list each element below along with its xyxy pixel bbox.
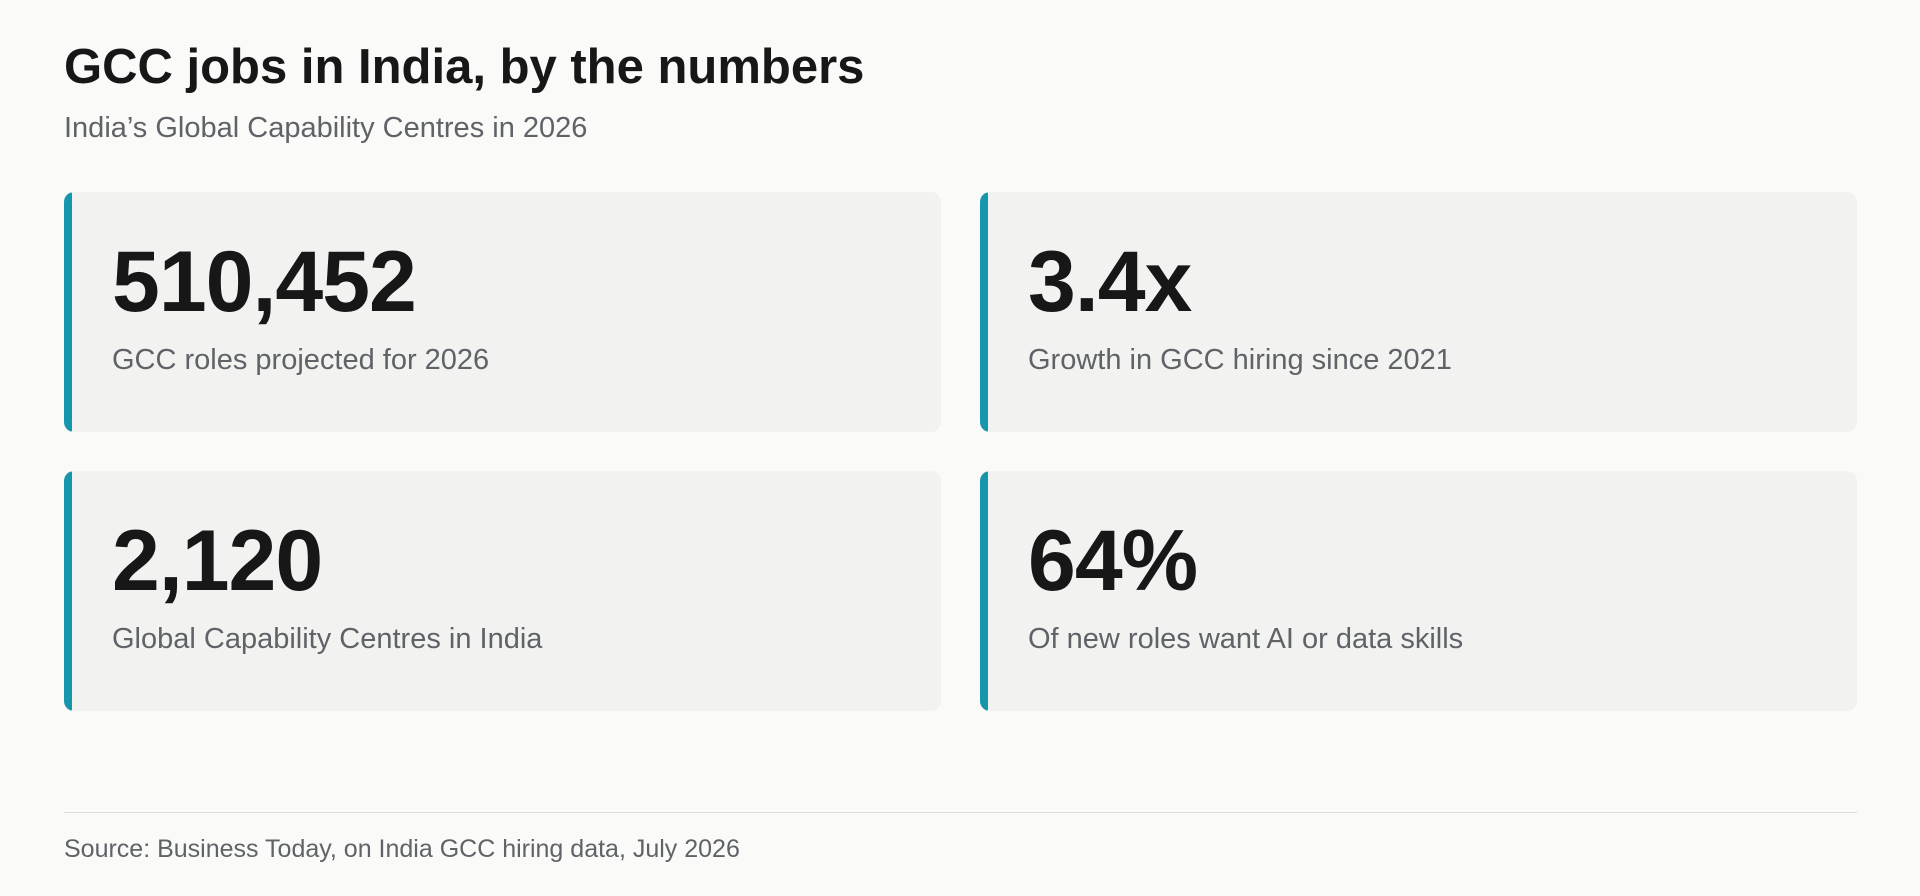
stat-value: 2,120: [112, 513, 323, 609]
stat-value: 3.4x: [1028, 234, 1192, 330]
source-note: Source: Business Today, on India GCC hir…: [64, 835, 740, 863]
stat-card-ai-skills-share: 64% Of new roles want AI or data skills: [980, 471, 1857, 711]
stat-card-roles-projected: 510,452 GCC roles projected for 2026: [64, 192, 941, 432]
stat-label: Global Capability Centres in India: [112, 623, 543, 655]
stat-label: GCC roles projected for 2026: [112, 344, 490, 376]
page-subtitle: India’s Global Capability Centres in 202…: [64, 112, 588, 144]
footer-divider: [64, 812, 1857, 813]
stat-card-accent-bar: [980, 471, 988, 711]
stat-card-accent-bar: [64, 471, 72, 711]
stat-value: 510,452: [112, 234, 417, 330]
stat-label: Of new roles want AI or data skills: [1028, 623, 1464, 655]
stat-value: 64%: [1028, 513, 1198, 609]
page-title: GCC jobs in India, by the numbers: [64, 40, 865, 94]
stat-card-accent-bar: [64, 192, 72, 432]
stat-grid: 510,452 GCC roles projected for 2026 3.4…: [64, 192, 1857, 711]
stat-label: Growth in GCC hiring since 2021: [1028, 344, 1452, 376]
stat-card-hiring-growth: 3.4x Growth in GCC hiring since 2021: [980, 192, 1857, 432]
stat-card-accent-bar: [980, 192, 988, 432]
stat-card-centre-count: 2,120 Global Capability Centres in India: [64, 471, 941, 711]
